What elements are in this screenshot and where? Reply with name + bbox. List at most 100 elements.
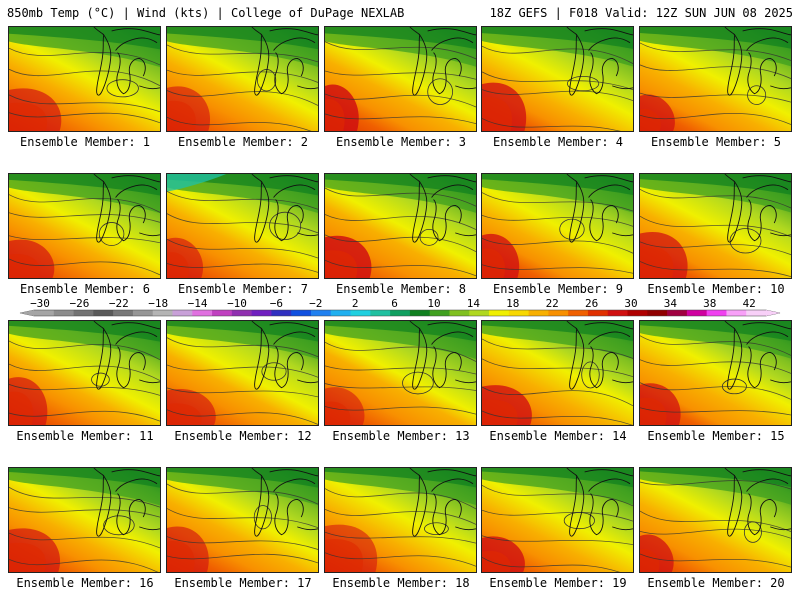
temperature-field	[9, 174, 160, 278]
ensemble-member-label: Ensemble Member: 17	[174, 576, 312, 590]
colorbar-swatch	[449, 310, 470, 316]
colorbar-tick-label: 34	[664, 297, 678, 310]
colorbar-swatch	[73, 310, 94, 316]
colorbar-swatch	[350, 310, 371, 316]
colorbar-tick-label: 10	[427, 297, 440, 310]
colorbar-tick-label: −6	[270, 297, 283, 310]
colorbar-tick-label: −22	[109, 297, 129, 310]
temperature-field	[325, 174, 476, 278]
ensemble-member-map	[639, 467, 792, 573]
ensemble-member-map	[8, 467, 161, 573]
colorbar-tick-label: −2	[309, 297, 322, 310]
colorbar-swatch	[706, 310, 727, 316]
colorbar-swatch	[172, 310, 193, 316]
temperature-field	[167, 174, 318, 278]
ensemble-member-label: Ensemble Member: 14	[489, 429, 627, 443]
colorbar-swatch	[330, 310, 351, 316]
colorbar-tick-label: 22	[546, 297, 559, 310]
temperature-field	[482, 174, 633, 278]
colorbar-tick-label: −30	[30, 297, 50, 310]
ensemble-member-map	[481, 320, 634, 426]
ensemble-member-label: Ensemble Member: 6	[19, 282, 151, 296]
colorbar-tick-label: 2	[352, 297, 359, 310]
temperature-field	[325, 27, 476, 131]
temperature-field	[640, 27, 791, 131]
temperature-field	[640, 468, 791, 572]
ensemble-member-map	[639, 26, 792, 132]
colorbar-swatch	[152, 310, 173, 316]
colorbar-swatch	[469, 310, 490, 316]
temperature-colorbar: −30 −26 −22 −18 −14 −10 −6 −2 2 6 10 14 18 22 26 30 34 38…	[19, 297, 781, 317]
temperature-field	[167, 468, 318, 572]
temperature-field	[325, 321, 476, 425]
ensemble-member-map	[481, 26, 634, 132]
colorbar-swatch	[528, 310, 549, 316]
colorbar-swatch	[34, 310, 55, 316]
colorbar-tick-label: 26	[585, 297, 598, 310]
colorbar-swatch	[548, 310, 569, 316]
temperature-field	[9, 27, 160, 131]
colorbar-tick-label: 38	[703, 297, 716, 310]
colorbar-swatch	[231, 310, 253, 316]
ensemble-member-label: Ensemble Member: 3	[335, 135, 467, 149]
colorbar-swatch	[627, 310, 648, 316]
temperature-field	[482, 468, 633, 572]
temperature-field	[9, 321, 160, 425]
temperature-field	[167, 321, 318, 425]
colorbar-swatch	[291, 310, 312, 316]
ensemble-member-label: Ensemble Member: 1	[19, 135, 151, 149]
ensemble-member-label: Ensemble Member: 18	[332, 576, 470, 590]
colorbar-swatch	[53, 310, 74, 316]
ensemble-member-label: Ensemble Member: 2	[177, 135, 309, 149]
product-title: 850mb Temp (°C) | Wind (kts) | College o…	[7, 6, 405, 20]
ensemble-member-label: Ensemble Member: 13	[332, 429, 470, 443]
colorbar-swatch	[587, 310, 609, 316]
colorbar-tick-label: 14	[467, 297, 481, 310]
colorbar-tick-label: −18	[148, 297, 168, 310]
ensemble-member-label: Ensemble Member: 19	[489, 576, 627, 590]
colorbar-swatch	[568, 310, 589, 316]
colorbar-swatch	[429, 310, 450, 316]
ensemble-member-map	[324, 173, 477, 279]
colorbar-tick-label: 18	[506, 297, 519, 310]
temperature-field	[325, 468, 476, 572]
ensemble-member-label: Ensemble Member: 7	[177, 282, 309, 296]
ensemble-member-label: Ensemble Member: 20	[647, 576, 785, 590]
colorbar-tick-label: −26	[69, 297, 89, 310]
colorbar-swatch	[212, 310, 233, 316]
colorbar-swatch	[607, 310, 628, 316]
colorbar-swatch	[370, 310, 391, 316]
ensemble-member-map	[639, 320, 792, 426]
ensemble-member-map	[481, 173, 634, 279]
colorbar-swatch	[93, 310, 114, 316]
colorbar-swatch	[508, 310, 529, 316]
ensemble-member-map	[481, 467, 634, 573]
ensemble-member-map	[639, 173, 792, 279]
colorbar-swatch	[726, 310, 747, 316]
ensemble-member-map	[8, 26, 161, 132]
temperature-field	[640, 321, 791, 425]
ensemble-member-label: Ensemble Member: 12	[174, 429, 312, 443]
colorbar-swatch	[310, 310, 332, 316]
colorbar-swatch	[409, 310, 431, 316]
colorbar-swatch	[192, 310, 213, 316]
colorbar-high-arrow	[766, 310, 780, 316]
ensemble-member-map	[166, 173, 319, 279]
ensemble-member-map	[166, 467, 319, 573]
colorbar-swatch	[667, 310, 688, 316]
temperature-field	[167, 27, 318, 131]
ensemble-member-map	[8, 173, 161, 279]
colorbar-tick-label: 6	[391, 297, 398, 310]
colorbar-tick-label: 30	[624, 297, 637, 310]
colorbar-swatch	[113, 310, 134, 316]
ensemble-member-label: Ensemble Member: 5	[650, 135, 782, 149]
ensemble-member-map	[324, 467, 477, 573]
ensemble-member-label: Ensemble Member: 4	[492, 135, 624, 149]
ensemble-member-label: Ensemble Member: 11	[16, 429, 154, 443]
ensemble-member-label: Ensemble Member: 16	[16, 576, 154, 590]
colorbar-swatch	[489, 310, 510, 316]
ensemble-member-map	[324, 26, 477, 132]
model-run-valid-time: 18Z GEFS | F018 Valid: 12Z SUN JUN 08 20…	[489, 6, 793, 20]
colorbar-swatch	[390, 310, 411, 316]
colorbar-swatch	[686, 310, 708, 316]
